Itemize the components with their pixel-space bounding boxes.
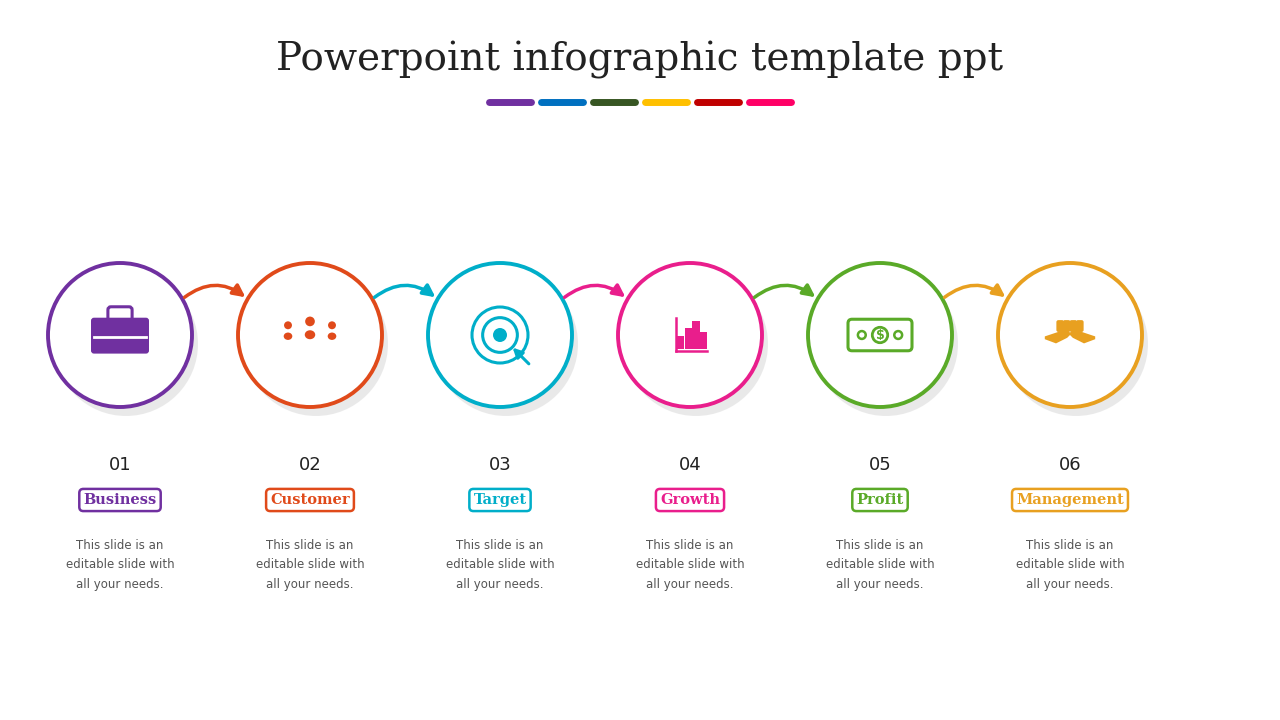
Text: 05: 05: [869, 456, 891, 474]
Text: Business: Business: [83, 493, 156, 507]
FancyArrowPatch shape: [754, 285, 813, 297]
Text: 06: 06: [1059, 456, 1082, 474]
Circle shape: [625, 272, 768, 416]
Circle shape: [428, 263, 572, 407]
Circle shape: [814, 272, 957, 416]
Circle shape: [998, 263, 1142, 407]
FancyArrowPatch shape: [184, 285, 242, 297]
FancyBboxPatch shape: [700, 332, 708, 349]
Circle shape: [618, 263, 762, 407]
Circle shape: [305, 317, 315, 326]
Text: This slide is an
editable slide with
all your needs.: This slide is an editable slide with all…: [256, 539, 365, 591]
FancyBboxPatch shape: [692, 320, 700, 349]
Polygon shape: [1044, 329, 1071, 343]
FancyBboxPatch shape: [685, 328, 692, 349]
Text: Profit: Profit: [856, 493, 904, 507]
Circle shape: [328, 321, 335, 329]
FancyBboxPatch shape: [1056, 320, 1064, 332]
Text: Management: Management: [1016, 493, 1124, 507]
FancyArrowPatch shape: [515, 350, 529, 364]
FancyBboxPatch shape: [91, 318, 148, 354]
Text: This slide is an
editable slide with
all your needs.: This slide is an editable slide with all…: [826, 539, 934, 591]
Text: 02: 02: [298, 456, 321, 474]
Text: This slide is an
editable slide with
all your needs.: This slide is an editable slide with all…: [1016, 539, 1124, 591]
Text: $: $: [876, 328, 884, 341]
FancyBboxPatch shape: [1062, 320, 1070, 332]
Ellipse shape: [328, 333, 337, 340]
Text: 04: 04: [678, 456, 701, 474]
Circle shape: [1004, 272, 1148, 416]
Text: Target: Target: [474, 493, 526, 507]
Circle shape: [238, 263, 381, 407]
Circle shape: [244, 272, 388, 416]
Text: This slide is an
editable slide with
all your needs.: This slide is an editable slide with all…: [445, 539, 554, 591]
Ellipse shape: [284, 333, 292, 340]
Polygon shape: [1069, 329, 1096, 343]
FancyArrowPatch shape: [375, 285, 433, 297]
Text: Growth: Growth: [660, 493, 719, 507]
Text: 01: 01: [109, 456, 132, 474]
Circle shape: [434, 272, 579, 416]
FancyBboxPatch shape: [1076, 320, 1084, 332]
Ellipse shape: [305, 330, 315, 339]
Circle shape: [54, 272, 198, 416]
Circle shape: [808, 263, 952, 407]
Text: This slide is an
editable slide with
all your needs.: This slide is an editable slide with all…: [65, 539, 174, 591]
Circle shape: [284, 321, 292, 329]
Text: 03: 03: [489, 456, 512, 474]
Circle shape: [493, 328, 507, 342]
Text: Powerpoint infographic template ppt: Powerpoint infographic template ppt: [276, 41, 1004, 79]
FancyArrowPatch shape: [564, 285, 622, 297]
Text: Customer: Customer: [270, 493, 349, 507]
Circle shape: [49, 263, 192, 407]
FancyBboxPatch shape: [1070, 320, 1078, 332]
FancyArrowPatch shape: [945, 285, 1002, 297]
Text: This slide is an
editable slide with
all your needs.: This slide is an editable slide with all…: [636, 539, 744, 591]
FancyBboxPatch shape: [677, 336, 685, 349]
